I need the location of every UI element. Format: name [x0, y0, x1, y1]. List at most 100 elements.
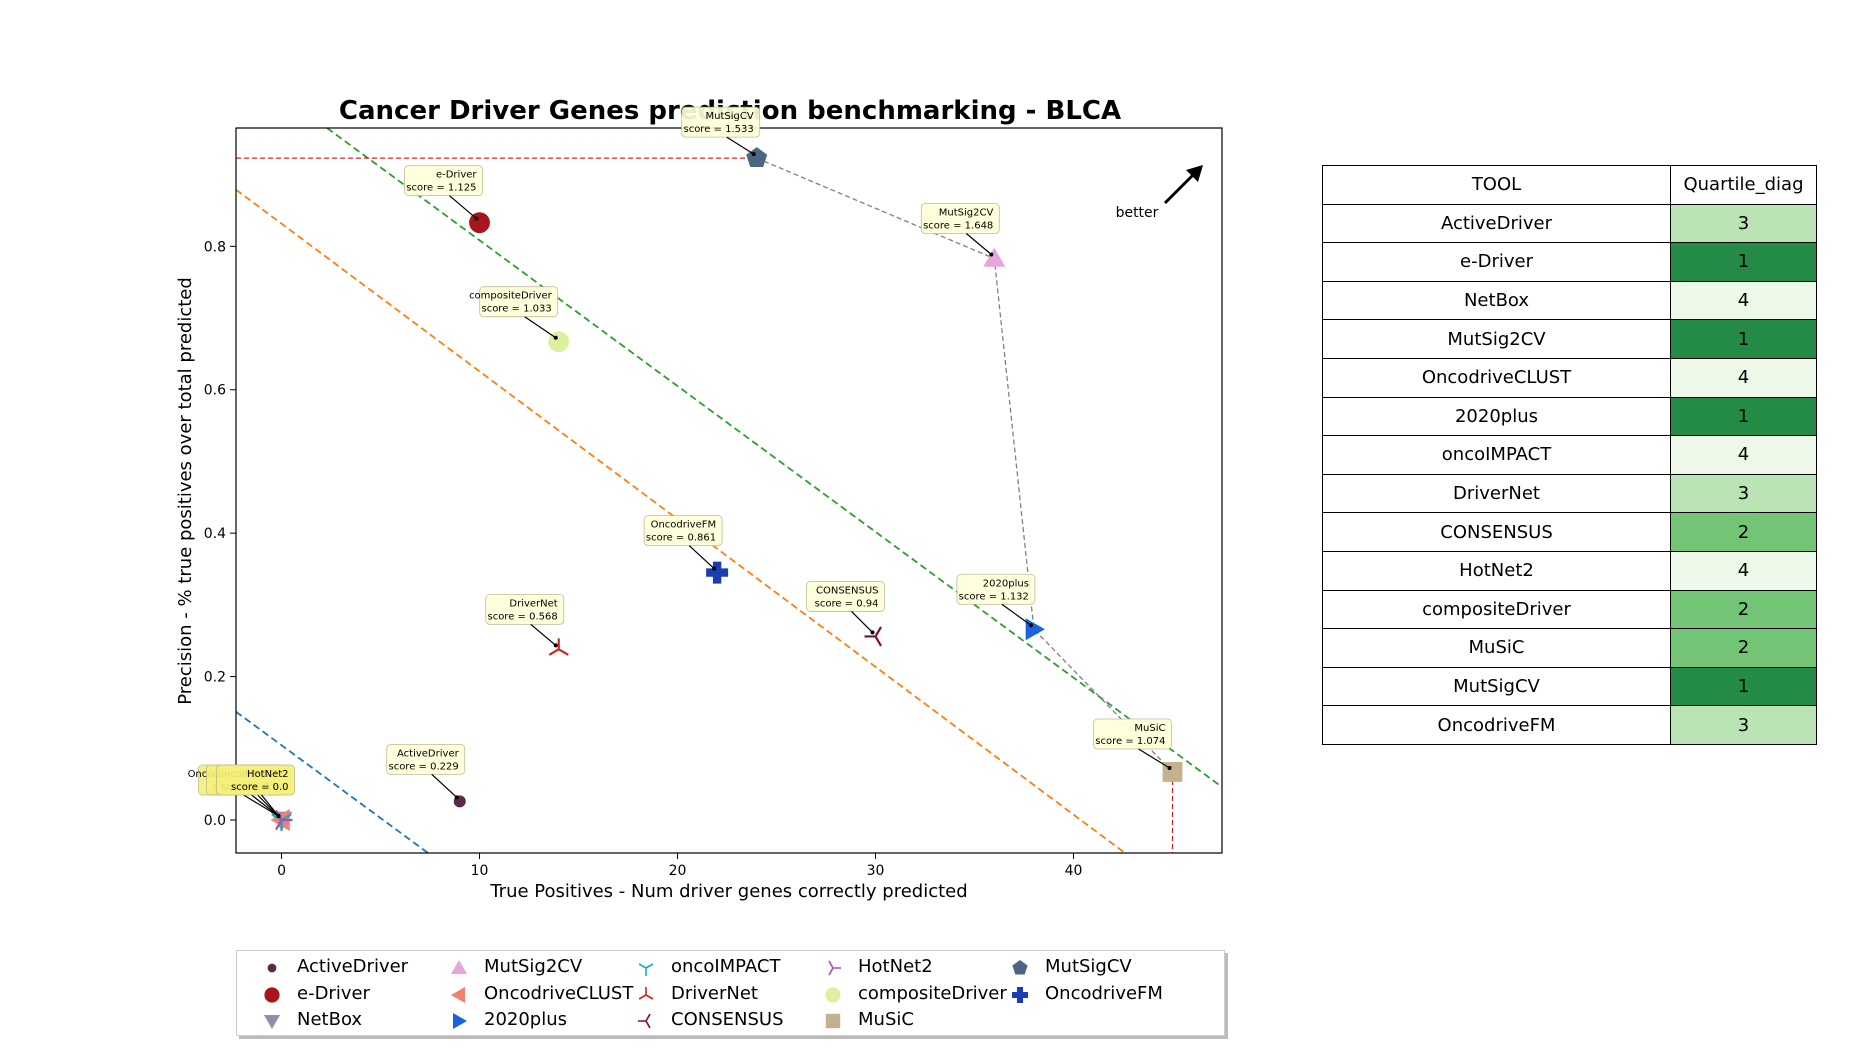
legend-label: MutSig2CV	[484, 956, 583, 977]
legend-label: compositeDriver	[858, 982, 1007, 1004]
table-row: OncodriveFM 3	[1322, 705, 1817, 745]
legend-marker-shape	[451, 960, 467, 974]
annotation-arrow	[251, 794, 279, 817]
point-mutsig2cv	[983, 247, 1006, 267]
legend-marker-shape	[453, 1013, 467, 1029]
quartile-line-1	[236, 711, 429, 853]
annotation-score: score = 0.94	[815, 598, 879, 609]
annotation-arrow-tip	[276, 814, 281, 819]
legend-label: OncodriveFM	[1045, 982, 1163, 1004]
y-tick-label: 0.8	[204, 239, 226, 255]
annotation-score: score = 1.125	[406, 183, 476, 194]
table-row: 2020plus 1	[1322, 396, 1817, 437]
table-row: MutSigCV 1	[1322, 666, 1817, 707]
annotation-score: score = 0.229	[388, 761, 458, 772]
annotation-box	[386, 743, 466, 775]
annotation-e-driver: e-Driver score = 1.125	[404, 165, 483, 221]
annotation-arrow-tip	[712, 566, 717, 571]
legend-marker	[828, 960, 841, 976]
tool-cell: 2020plus	[1322, 396, 1671, 437]
legend-marker	[638, 986, 654, 1000]
annotation-music: MuSiC score = 1.074	[1093, 718, 1172, 770]
annotation-arrow	[1001, 603, 1032, 626]
guide-lines	[236, 128, 1222, 853]
annotation-name: HotNet2	[247, 769, 288, 780]
tool-cell: ActiveDriver	[1322, 203, 1671, 244]
point-mutsig2cv-marker	[983, 247, 1006, 267]
quartile-cell: 3	[1670, 705, 1817, 745]
annotation-arrow	[431, 773, 458, 798]
point-mutsigcv	[746, 147, 768, 168]
tool-cell: OncodriveFM	[1322, 705, 1671, 745]
y-axis-label: Precision - % true positives over total …	[175, 277, 196, 705]
legend-marker-shape	[451, 986, 465, 1003]
point-drivernet-marker	[548, 638, 569, 656]
better-arrow-shaft	[1163, 170, 1198, 205]
legend-marker-shape	[1012, 960, 1028, 975]
y-tick-label: 0.4	[204, 526, 226, 542]
legend-marker	[264, 986, 280, 1003]
annotation-arrow-tip	[454, 795, 459, 800]
table-row: HotNet2 4	[1322, 550, 1817, 591]
quartile-line-3	[326, 128, 1222, 788]
annotation-box	[956, 573, 1036, 605]
annotation-score: score = 1.074	[1095, 736, 1165, 747]
annotation-consensus: CONSENSUS score = 0.94	[806, 581, 885, 635]
x-tick-label: 40	[1065, 863, 1083, 879]
annotation-score: score = 1.033	[481, 304, 551, 315]
tool-cell: MutSig2CV	[1322, 319, 1671, 359]
legend-label: NetBox	[297, 1009, 363, 1030]
legend-marker	[451, 986, 465, 1003]
annotation-name: ActiveDriver	[397, 748, 460, 759]
annotation-mutsig2cv: MutSig2CV score = 1.648	[920, 203, 1000, 257]
annotation-arrow	[688, 545, 715, 570]
annotation-name: MutSig2CV	[939, 208, 994, 219]
point-oncodrivefm-marker	[706, 561, 729, 584]
quartile-cell: 2	[1670, 512, 1817, 552]
table-row: MuSiC 2	[1322, 628, 1817, 668]
better-label: better	[1116, 205, 1159, 221]
annotation-oncodrivefm: OncodriveFM score = 0.861	[643, 515, 723, 571]
y-tick-label: 0.0	[204, 813, 226, 829]
table-row: e-Driver 1	[1322, 242, 1817, 282]
legend-marker-shape	[828, 960, 841, 976]
legend-marker-shape	[267, 963, 277, 973]
annotation-hotnet2: HotNet2 score = 0.0	[216, 764, 295, 819]
annotation-score: score = 1.533	[683, 124, 753, 135]
annotation-arrow	[1138, 748, 1170, 769]
annotation-arrow	[524, 316, 557, 339]
header-tool: TOOL	[1322, 165, 1671, 205]
x-tick-label: 20	[669, 863, 687, 879]
data-points	[270, 147, 1183, 832]
tool-cell: NetBox	[1322, 280, 1671, 321]
legend-marker	[825, 1013, 841, 1029]
point-consensus	[864, 626, 882, 647]
legend-marker-shape	[264, 1015, 280, 1029]
quartile-cell: 4	[1670, 550, 1817, 591]
quartile-cell: 1	[1670, 319, 1817, 359]
tool-cell: HotNet2	[1322, 550, 1671, 591]
annotation-score: score = 1.648	[923, 221, 993, 232]
legend-marker	[267, 963, 277, 973]
point-mutsigcv-marker	[746, 147, 768, 168]
annotation-name: compositeDriver	[469, 291, 553, 302]
annotation-mutsigcv: MutSigCV score = 1.533	[681, 106, 761, 157]
annotation-name: e-Driver	[436, 170, 477, 181]
annotation-name: CONSENSUS	[816, 585, 879, 596]
annotation-arrow-tip	[870, 630, 875, 635]
annotation-drivernet: DriverNet score = 0.568	[485, 593, 565, 648]
x-tick-label: 10	[471, 863, 489, 879]
annotation-box	[479, 286, 559, 318]
tool-cell: e-Driver	[1322, 242, 1671, 282]
legend-label: ActiveDriver	[297, 956, 409, 977]
quartile-cell: 4	[1670, 357, 1817, 398]
legend-marker	[1012, 986, 1028, 1003]
quartile-cell: 4	[1670, 280, 1817, 321]
x-axis-label: True Positives - Num driver genes correc…	[489, 881, 967, 902]
tool-cell: OncodriveCLUST	[1322, 357, 1671, 398]
point-drivernet	[548, 638, 569, 656]
legend-marker-shape	[638, 963, 654, 976]
table-row: NetBox 4	[1322, 280, 1817, 321]
legend-label: DriverNet	[671, 982, 758, 1004]
annotation-score: score = 0.861	[646, 533, 716, 544]
